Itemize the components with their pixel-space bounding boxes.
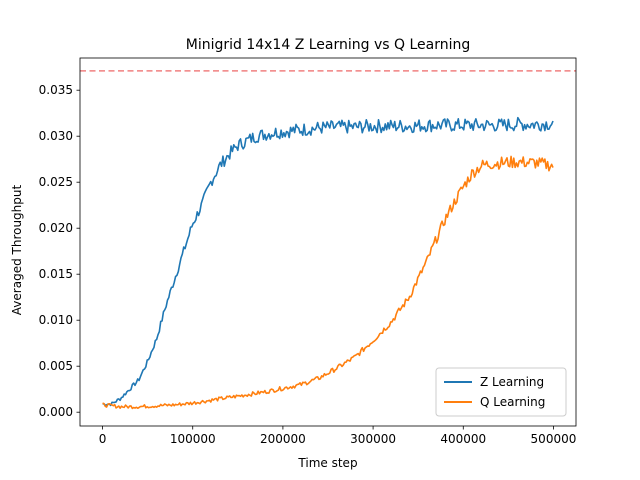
y-tick-label: 0.030 (39, 129, 73, 143)
legend-box (435, 367, 567, 417)
x-tick-label: 400000 (440, 432, 486, 446)
x-tick-label: 0 (99, 432, 107, 446)
y-tick-label: 0.010 (39, 313, 73, 327)
series-line-1 (102, 155, 554, 410)
y-tick-label: 0.025 (39, 175, 73, 189)
x-axis: 0 100000 200000 300000 400000 500000 (99, 426, 577, 446)
y-axis: 0.000 0.005 0.010 0.015 0.020 0.025 0.030 0.035 (39, 83, 80, 419)
legend-label: Q Learning (480, 395, 545, 409)
y-tick-label: 0.005 (39, 359, 73, 373)
y-axis-label: Averaged Throughput (10, 185, 24, 316)
legend: Z Learning Q Learning (435, 367, 567, 417)
series-line-0 (102, 116, 554, 407)
y-tick-label: 0.020 (39, 221, 73, 235)
x-tick-label: 500000 (531, 432, 577, 446)
axes-frame (79, 57, 577, 427)
y-tick-label: 0.015 (39, 267, 73, 281)
legend-label: Z Learning (480, 375, 544, 389)
chart-title: Minigrid 14x14 Z Learning vs Q Learning (186, 37, 471, 53)
x-tick-label: 100000 (170, 432, 216, 446)
x-tick-label: 300000 (350, 432, 396, 446)
y-tick-label: 0.000 (39, 405, 73, 419)
x-axis-label: Time step (297, 456, 357, 470)
x-tick-label: 200000 (260, 432, 306, 446)
y-tick-label: 0.035 (39, 83, 73, 97)
plot-area (79, 57, 577, 427)
